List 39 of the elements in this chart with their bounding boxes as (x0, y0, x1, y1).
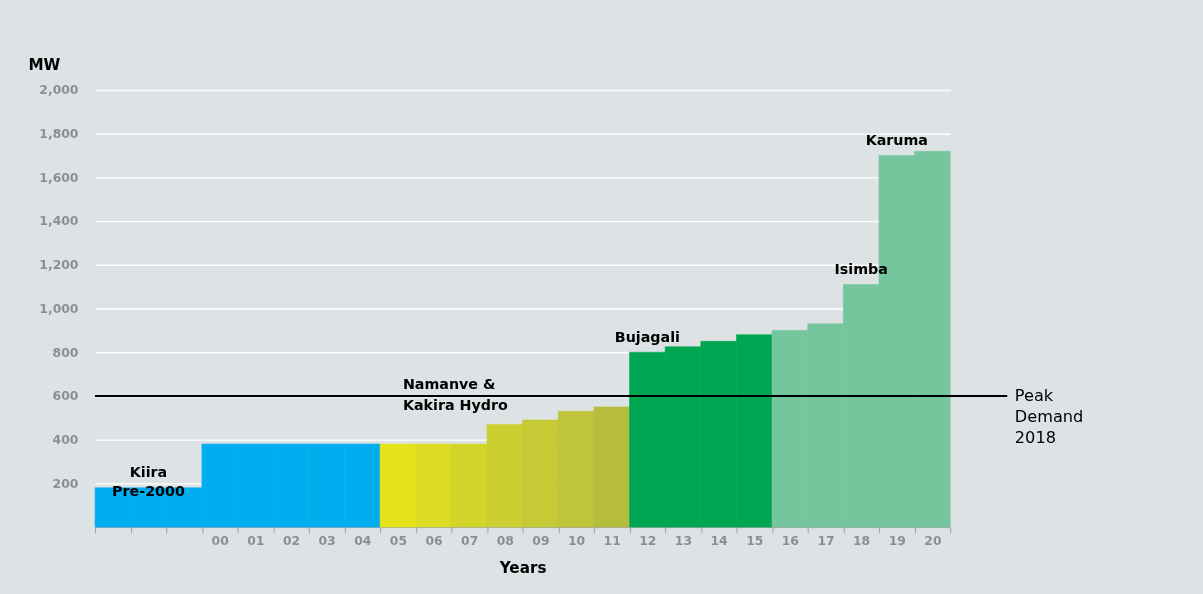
x-tick-label: 12 (639, 533, 657, 548)
y-tick-label: 400 (52, 432, 79, 447)
y-axis-title: MW (28, 56, 61, 75)
x-axis-title: Years (498, 559, 547, 578)
y-tick-label: 1,200 (39, 258, 79, 273)
y-tick-label: 600 (52, 389, 79, 404)
x-tick-label: 20 (924, 533, 942, 548)
x-tick-label: 01 (247, 533, 265, 548)
y-tick-label: 2,000 (39, 83, 79, 98)
y-tick-label: 1,000 (39, 301, 79, 316)
annotation: Karuma (865, 132, 928, 149)
x-tick-label: 18 (853, 533, 871, 548)
y-tick-label: 1,400 (39, 214, 79, 229)
annotation: Bujagali (614, 328, 680, 345)
y-tick-label: 1,600 (39, 170, 79, 185)
x-tick-label: 00 (211, 533, 229, 548)
y-tick-label: 200 (52, 476, 79, 491)
annotation: Isimba (834, 261, 888, 278)
annotation: Namanve & Kakira Hydro (402, 376, 508, 414)
annotation: Kiira Pre-2000 (112, 464, 185, 500)
x-tick-label: 16 (781, 533, 799, 548)
x-tick-label: 14 (710, 533, 729, 548)
x-tick-label: 08 (496, 533, 514, 548)
x-tick-label: 10 (567, 533, 586, 548)
x-tick-label: 13 (674, 533, 693, 548)
ref-line-label: Peak Demand 2018 (1014, 385, 1084, 447)
x-tick-label: 05 (389, 533, 407, 548)
x-tick-label: 17 (817, 533, 835, 548)
x-tick-label: 07 (461, 533, 479, 548)
x-tick-label: 03 (318, 533, 336, 548)
x-tick-label: 15 (746, 533, 764, 548)
y-tick-label: 1,800 (39, 126, 79, 141)
x-tick-label: 11 (603, 533, 621, 548)
x-tick-label: 04 (354, 533, 372, 548)
x-tick-label: 02 (282, 533, 301, 548)
x-tick-label: 19 (888, 533, 906, 548)
x-tick-label: 09 (532, 533, 550, 548)
x-tick-label: 06 (425, 533, 443, 548)
y-tick-label: 800 (52, 345, 79, 360)
